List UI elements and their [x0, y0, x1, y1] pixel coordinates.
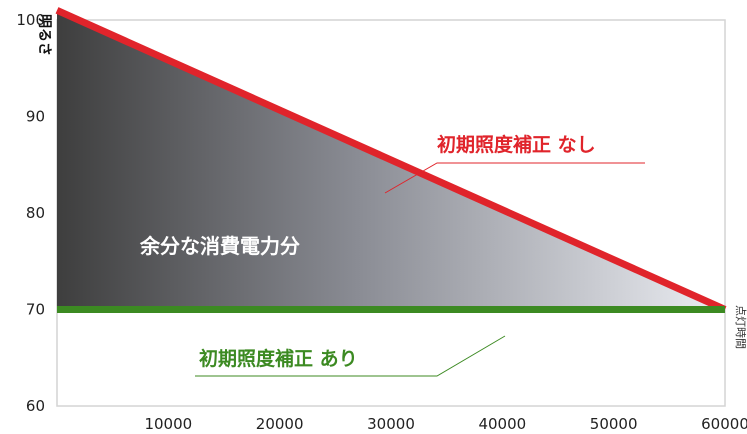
series-label-with-correction: 初期照度補正 あり — [199, 347, 358, 370]
y-tick-label: 80 — [26, 204, 45, 222]
y-tick-label: 70 — [26, 301, 45, 319]
x-tick-label: 50000 — [590, 415, 638, 433]
x-tick-label: 60000 — [701, 415, 747, 433]
x-tick-label: 40000 — [478, 415, 526, 433]
x-tick-label: 30000 — [367, 415, 415, 433]
y-axis-label: 明るさ — [36, 14, 52, 56]
series-line-no-correction — [55, 7, 727, 313]
y-tick-labels: 60 70 80 90 100 — [16, 11, 45, 415]
y-tick-label: 90 — [26, 108, 45, 126]
x-tick-label: 10000 — [144, 415, 192, 433]
series-label-no-correction: 初期照度補正 なし — [437, 133, 596, 156]
y-tick-label: 60 — [26, 397, 45, 415]
leader-line-no-correction — [384, 162, 645, 194]
x-axis-label: 点灯時間 — [734, 305, 747, 349]
y-tick-label: 100 — [16, 11, 45, 29]
excess-power-label: 余分な消費電力分 — [139, 234, 300, 258]
leader-line-with-correction — [195, 335, 506, 377]
x-tick-label: 20000 — [256, 415, 304, 433]
x-tick-labels: 10000 20000 30000 40000 50000 60000 — [144, 415, 747, 433]
